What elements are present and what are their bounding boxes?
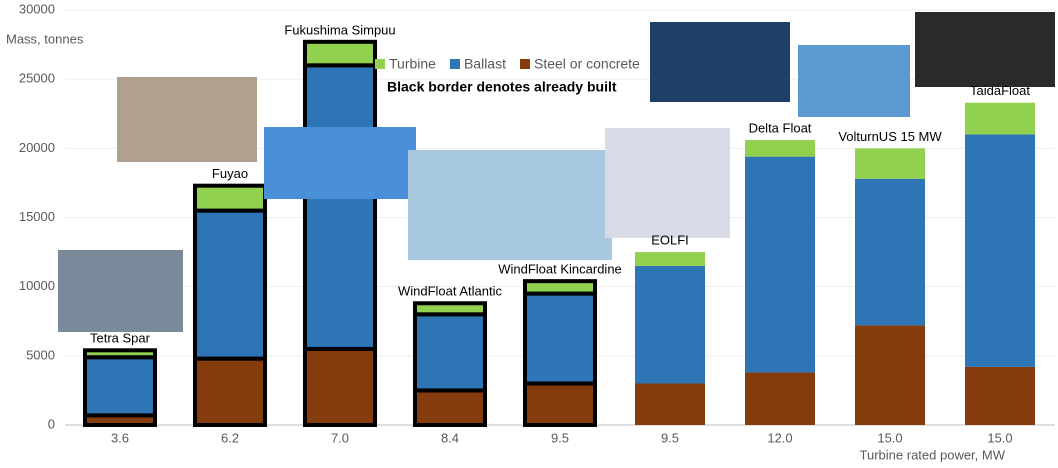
bar-segment [83, 348, 157, 360]
y-tick-label: 15000 [19, 209, 55, 224]
note: Black border denotes already built [387, 79, 617, 95]
photo [650, 22, 790, 102]
bar-segment [965, 366, 1035, 425]
bar-segment [523, 279, 597, 296]
bar-label: Tetra Spar [90, 331, 151, 346]
photo [117, 77, 257, 162]
bar-segment [635, 383, 705, 425]
y-tick-label: 20000 [19, 140, 55, 155]
y-tick-label: 10000 [19, 278, 55, 293]
bar-segment [303, 39, 377, 68]
bar-segment [303, 346, 377, 427]
bar-label: Delta Float [749, 120, 812, 135]
legend-swatch [449, 59, 460, 69]
legend-swatch [519, 59, 530, 69]
bar-segment [745, 140, 815, 157]
x-tick-label: 8.4 [441, 430, 459, 445]
bar-segment [855, 178, 925, 326]
bar-label: EOLFI [651, 233, 689, 248]
bar-segment [413, 312, 487, 393]
bar-label: WindFloat Kincardine [498, 262, 622, 277]
photos [58, 12, 1055, 332]
x-tick-label: 7.0 [331, 430, 349, 445]
y-tick-label: 0 [48, 416, 55, 431]
photo [264, 127, 416, 199]
x-tick-label: 9.5 [661, 430, 679, 445]
x-tick-label: 3.6 [111, 430, 129, 445]
bar-label: WindFloat Atlantic [398, 284, 503, 299]
photo [408, 150, 612, 260]
bar-segment [745, 372, 815, 425]
bar-segment [855, 325, 925, 425]
bar-segment [413, 388, 487, 427]
y-tick-label: 5000 [26, 347, 55, 362]
x-tick-label: 12.0 [767, 430, 792, 445]
bar-segment [193, 183, 267, 213]
photo [605, 128, 730, 238]
photo [915, 12, 1055, 87]
x-tick-label: 6.2 [221, 430, 239, 445]
y-tick-label: 30000 [19, 1, 55, 16]
bar-segment [635, 265, 705, 384]
bar-segment [855, 148, 925, 179]
bar-segment [523, 291, 597, 386]
photo [798, 45, 910, 117]
x-axis-label: Turbine rated power, MW [860, 447, 1006, 462]
bar-segment [965, 134, 1035, 367]
legend-swatch [375, 59, 385, 69]
bar-label: TaidaFloat [970, 83, 1030, 98]
legend-label: Steel or concrete [534, 56, 640, 72]
bar-segment [635, 252, 705, 266]
bar-segment [193, 208, 267, 361]
bar-label: Fuyao [212, 166, 248, 181]
bar-segment [745, 156, 815, 373]
x-tick-label: 15.0 [987, 430, 1012, 445]
x-tick-label: 15.0 [877, 430, 902, 445]
bar-segment [413, 301, 487, 317]
legend-label: Turbine [389, 56, 436, 72]
legend-label: Ballast [464, 56, 506, 72]
bar-segment [523, 381, 597, 427]
bar-segment [965, 102, 1035, 135]
y-tick-label: 25000 [19, 71, 55, 86]
bar-label: VolturnUS 15 MW [838, 129, 942, 144]
bar-label: Fukushima Simpuu [284, 22, 395, 37]
photo [58, 250, 183, 332]
y-axis-label: Mass, tonnes [6, 31, 84, 46]
bar-segment [303, 63, 377, 351]
bar-segment [193, 356, 267, 428]
x-tick-label: 9.5 [551, 430, 569, 445]
bar-segment [83, 355, 157, 418]
